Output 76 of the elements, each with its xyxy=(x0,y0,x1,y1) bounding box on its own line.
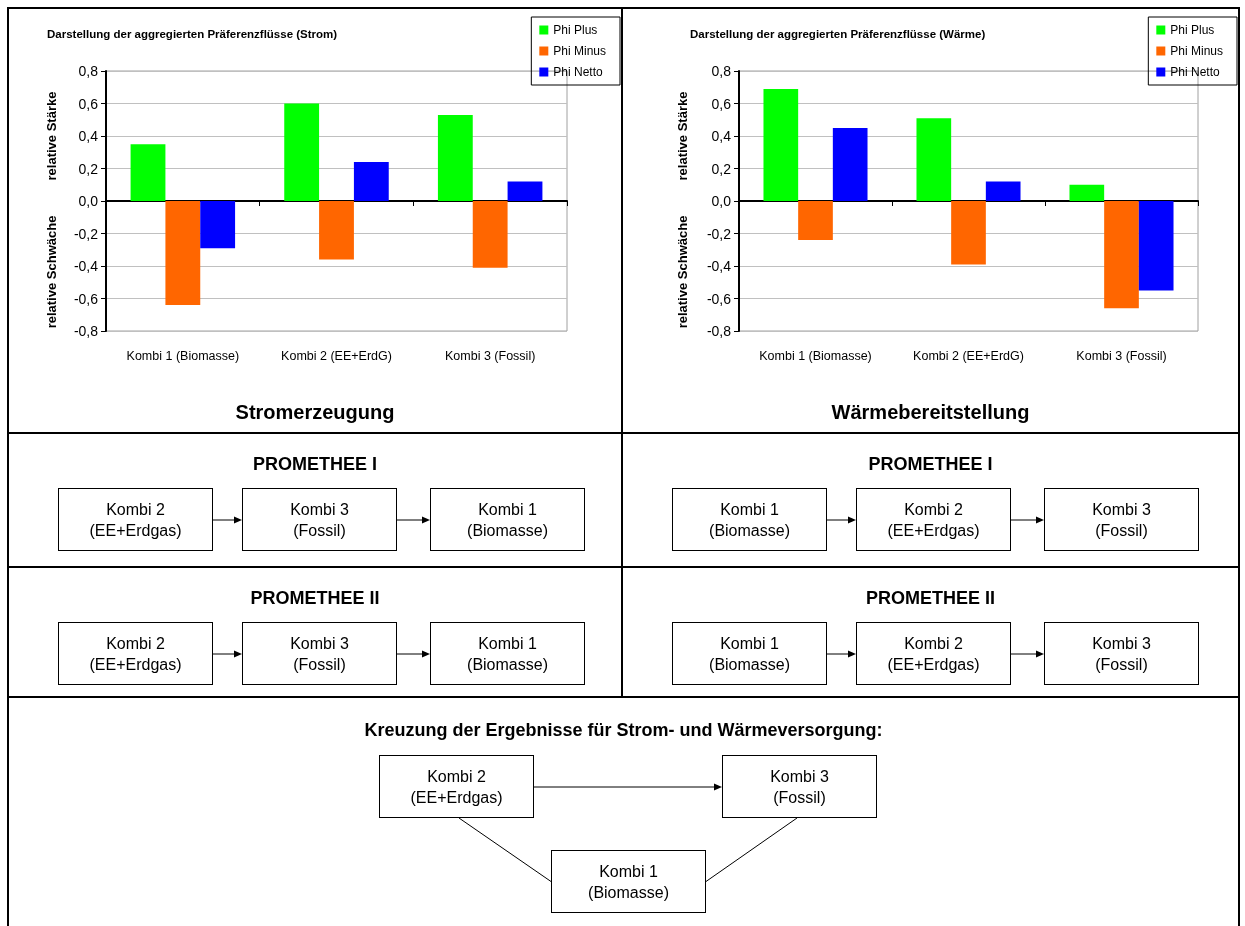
chart-title: Darstellung der aggregierten Präferenzflüsse (Strom) xyxy=(47,28,338,40)
text-box: Kombi 3 (Fossil) xyxy=(242,622,397,685)
y-tick-label: 0,2 xyxy=(78,160,99,177)
text: Kreuzung der Ergebnisse für Strom- und Wärmeversorgung: xyxy=(363,720,884,741)
x-tick-label: Kombi 2 (EE+ErdG) xyxy=(281,348,392,363)
bar xyxy=(472,201,508,268)
text: PROMETHEE II xyxy=(249,588,381,609)
text-box: Kombi 2 (EE+Erdgas) xyxy=(58,488,213,551)
text-box: Kombi 1 (Biomasse) xyxy=(672,488,827,551)
bar xyxy=(353,162,389,201)
legend-label: Phi Plus xyxy=(1170,23,1215,37)
x-tick-label: Kombi 2 (EE+ErdG) xyxy=(913,348,1024,363)
bar xyxy=(916,118,952,201)
x-tick-label: Kombi 3 (Fossil) xyxy=(445,348,536,363)
y-axis-title: relative Stärke xyxy=(43,91,59,181)
y-tick-label: -0,2 xyxy=(73,225,99,242)
text-box: Kombi 1 (Biomasse) xyxy=(672,622,827,685)
x-axis-title: Stromerzeugung xyxy=(235,401,395,423)
x-tick-label: Kombi 1 (Biomasse) xyxy=(126,348,240,363)
bar xyxy=(985,181,1021,201)
bar xyxy=(284,103,320,201)
legend-label: Phi Netto xyxy=(1170,65,1220,79)
y-tick-label: 0,8 xyxy=(711,63,732,79)
bar xyxy=(507,181,543,201)
text-box: Kombi 3 (Fossil) xyxy=(1044,622,1199,685)
x-axis-title: Wärmebereitstellung xyxy=(831,401,1030,423)
bar xyxy=(1069,184,1105,201)
y-tick-label: 0,2 xyxy=(711,160,732,177)
y-tick-label: -0,6 xyxy=(706,290,732,307)
text-box: Kombi 3 (Fossil) xyxy=(1044,488,1199,551)
bar xyxy=(763,88,799,201)
legend-label: Phi Minus xyxy=(1170,44,1223,58)
y-tick-label: -0,2 xyxy=(706,225,732,242)
legend-label: Phi Plus xyxy=(553,23,598,37)
text-box: Kombi 2 (EE+Erdgas) xyxy=(379,755,534,818)
text-box: Kombi 1 (Biomasse) xyxy=(551,850,706,913)
x-tick-label: Kombi 3 (Fossil) xyxy=(1076,348,1167,363)
bar xyxy=(130,144,166,201)
y-tick-label: -0,8 xyxy=(706,323,732,339)
y-tick-label: 0,0 xyxy=(78,193,99,209)
bar xyxy=(437,114,473,201)
bar xyxy=(798,201,833,240)
y-tick-label: 0,4 xyxy=(711,128,732,144)
x-tick-label: Kombi 1 (Biomasse) xyxy=(759,348,872,363)
bar xyxy=(1138,201,1174,291)
text-box: Kombi 1 (Biomasse) xyxy=(430,488,585,551)
y-axis-title: relative Stärke xyxy=(674,91,690,181)
text: relative Schwäche xyxy=(674,215,690,329)
bar xyxy=(832,127,868,201)
y-tick-label: -0,8 xyxy=(73,323,99,339)
bar xyxy=(1104,201,1139,309)
text-box: Kombi 2 (EE+Erdgas) xyxy=(58,622,213,685)
y-tick-label: 0,0 xyxy=(711,193,732,209)
y-tick-label: -0,4 xyxy=(73,258,99,274)
text-box: Kombi 2 (EE+Erdgas) xyxy=(856,488,1011,551)
y-tick-label: -0,6 xyxy=(73,290,99,307)
y-tick-label: -0,4 xyxy=(706,258,732,274)
y-tick-label: 0,4 xyxy=(78,128,99,144)
legend-label: Phi Netto xyxy=(553,65,603,79)
y-tick-label: 0,6 xyxy=(78,95,99,112)
y-tick-label: 0,8 xyxy=(78,63,99,79)
bar xyxy=(951,201,986,265)
text-box: Kombi 3 (Fossil) xyxy=(722,755,877,818)
text: PROMETHEE II xyxy=(865,588,996,609)
bar xyxy=(200,201,236,249)
text-box: Kombi 3 (Fossil) xyxy=(242,488,397,551)
legend-label: Phi Minus xyxy=(553,44,606,58)
text: PROMETHEE I xyxy=(867,454,994,475)
chart-title: Darstellung der aggregierten Präferenzflüsse (Wärme) xyxy=(690,28,986,40)
text: relative Schwäche xyxy=(43,215,59,329)
bar xyxy=(165,201,201,305)
text-box: Kombi 2 (EE+Erdgas) xyxy=(856,622,1011,685)
text-box: Kombi 1 (Biomasse) xyxy=(430,622,585,685)
y-tick-label: 0,6 xyxy=(711,95,732,112)
bar xyxy=(319,201,354,260)
text: PROMETHEE I xyxy=(252,454,378,475)
